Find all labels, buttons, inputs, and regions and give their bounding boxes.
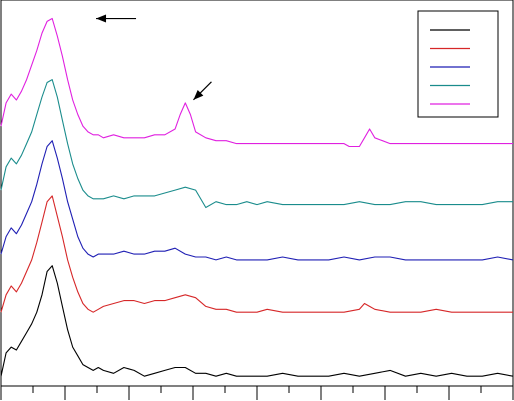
legend-box [417, 10, 499, 118]
series-line-4 [0, 79, 513, 209]
series-line-5 [0, 17, 513, 148]
series-layer [0, 17, 514, 377]
series-line-1 [0, 265, 514, 377]
series-line-2 [0, 195, 513, 313]
series-line-3 [0, 140, 514, 261]
x-axis-ticks [0, 386, 514, 400]
annotation-layer [96, 14, 212, 101]
annotation-arrow-2 [193, 81, 212, 101]
legend-items [430, 29, 470, 105]
legend [417, 10, 499, 118]
annotation-arrow-1 [96, 14, 137, 23]
